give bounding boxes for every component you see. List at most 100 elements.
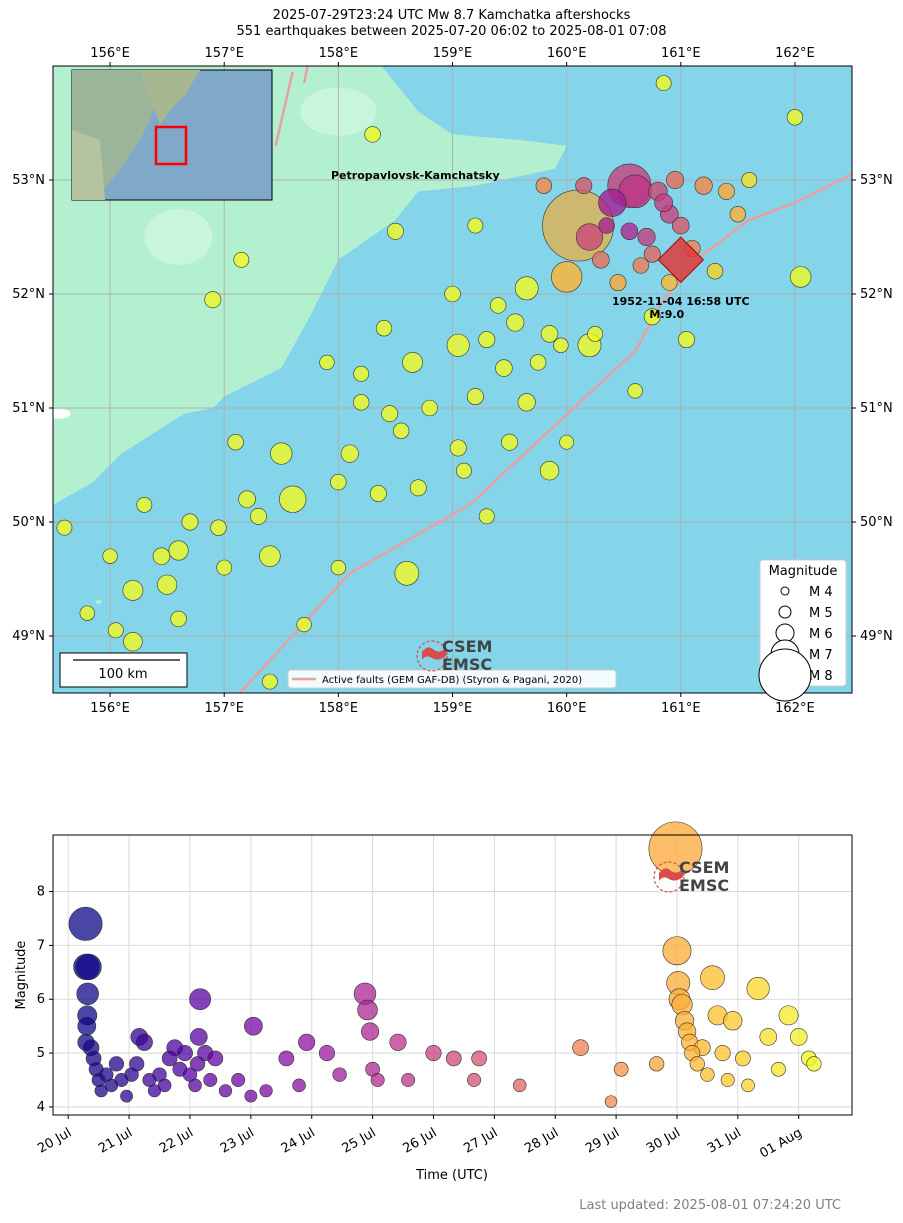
lat-tick-label-right: 51°N [860, 401, 893, 416]
csem-logo-map-bottom: EMSC [442, 655, 492, 674]
city-label: Petropavlovsk-Kamchatsky [331, 169, 500, 182]
quake-marker [678, 331, 695, 349]
quake-marker [353, 394, 370, 411]
ts-quake-marker [82, 1039, 100, 1056]
ts-quake-marker [370, 1073, 385, 1087]
ts-quake-marker [91, 1073, 106, 1087]
ts-quake-marker [735, 1050, 751, 1067]
time-tick-label: 21 Jul [96, 1125, 135, 1156]
quake-marker [478, 508, 495, 525]
magnitude-legend-label: M 6 [809, 627, 833, 642]
quake-marker [627, 383, 643, 399]
ts-quake-marker [613, 1061, 629, 1077]
map-frame [52, 65, 853, 694]
magnitude-legend-symbol [775, 623, 795, 643]
time-tick-label: 30 Jul [644, 1125, 683, 1156]
historic-event-date: 1952-11-04 16:58 UTC [612, 295, 750, 308]
quake-marker [501, 433, 519, 451]
ts-quake-marker [714, 1045, 731, 1062]
ts-quake-marker [674, 1011, 695, 1031]
ts-quake-marker [648, 821, 703, 876]
quake-marker [661, 274, 678, 291]
ts-quake-marker [689, 1056, 705, 1072]
lon-tick-label-bottom: 158°E [319, 701, 359, 716]
ts-quake-marker [720, 1073, 735, 1087]
quake-marker [216, 559, 233, 576]
ts-quake-marker [157, 1078, 172, 1093]
ts-quake-marker [318, 1045, 335, 1062]
magnitude-legend-symbol [758, 648, 812, 702]
inset-land [72, 130, 105, 200]
ts-quake-marker [471, 1050, 487, 1067]
ts-quake-marker [114, 1073, 129, 1087]
ts-quake-marker [512, 1078, 527, 1093]
quake-marker [741, 172, 758, 188]
quake-marker [353, 365, 370, 382]
magnitude-legend-label: M 7 [809, 648, 833, 663]
lon-tick-label-top: 161°E [661, 46, 701, 61]
quake-marker [517, 393, 536, 412]
quake-marker [637, 227, 656, 247]
ts-quake-marker [292, 1078, 306, 1093]
ts-quake-marker [741, 1078, 755, 1093]
ts-quake-marker [244, 1089, 258, 1103]
ts-quake-marker [365, 1061, 380, 1077]
fault-line [238, 173, 852, 693]
quake-marker [409, 479, 427, 497]
ts-quake-marker [360, 1022, 380, 1041]
quake-marker [296, 616, 312, 633]
magnitude-tick-label: 5 [37, 1046, 45, 1061]
ts-quake-marker [681, 1033, 699, 1051]
ts-quake-marker [130, 1028, 149, 1046]
quake-marker [102, 548, 118, 564]
ts-frame [52, 834, 853, 1116]
ts-quake-marker [203, 1073, 218, 1087]
quake-marker [786, 109, 804, 126]
magnitude-tick-label: 4 [37, 1100, 45, 1115]
quake-marker [270, 442, 293, 465]
ts-quake-marker [244, 1016, 263, 1036]
quake-marker [666, 170, 685, 190]
time-tick-label: 25 Jul [340, 1125, 379, 1156]
quake-marker [706, 263, 724, 280]
quake-marker [136, 497, 153, 513]
lon-tick-label-top: 162°E [775, 46, 815, 61]
csem-logo-ts-ring [653, 861, 685, 893]
ts-quake-marker [401, 1073, 416, 1087]
ts-quake-marker [142, 1073, 157, 1087]
lon-tick-label-bottom: 157°E [204, 701, 244, 716]
quake-marker [369, 485, 387, 502]
ts-quake-marker [176, 1045, 193, 1062]
ts-quake-marker [684, 1045, 701, 1062]
ts-quake-marker [425, 1045, 442, 1062]
ts-quake-marker [259, 1084, 273, 1098]
magnitude-legend-label: M 5 [809, 606, 833, 621]
quake-marker [672, 216, 690, 235]
quake-marker [609, 274, 627, 292]
quake-marker [535, 177, 552, 194]
ts-quake-marker [678, 1022, 697, 1041]
quake-marker [598, 217, 615, 234]
quake-marker [107, 622, 124, 639]
magnitude-legend-title: Magnitude [769, 564, 838, 579]
ts-quake-marker [649, 1056, 665, 1072]
quake-marker [181, 513, 199, 531]
ts-quake-marker [604, 1095, 618, 1108]
quake-marker [168, 540, 189, 561]
quake-marker [575, 177, 593, 195]
ts-quake-marker [694, 1039, 711, 1056]
inset-region-box [154, 125, 188, 166]
fault-line [274, 71, 294, 147]
ts-quake-marker [389, 1033, 407, 1051]
ts-quake-marker [152, 1067, 167, 1082]
ts-quake-marker [778, 1005, 799, 1026]
historic-event-magnitude: M:9.0 [649, 308, 684, 321]
ts-quake-marker [353, 982, 377, 1006]
ts-quake-marker [182, 1067, 198, 1082]
scale-bar-label: 100 km [98, 667, 147, 682]
quake-marker [592, 251, 610, 269]
quake-marker [643, 308, 661, 326]
lon-tick-label-top: 160°E [547, 46, 587, 61]
ts-quake-marker [207, 1050, 224, 1067]
lat-tick-label-right: 53°N [860, 173, 893, 188]
